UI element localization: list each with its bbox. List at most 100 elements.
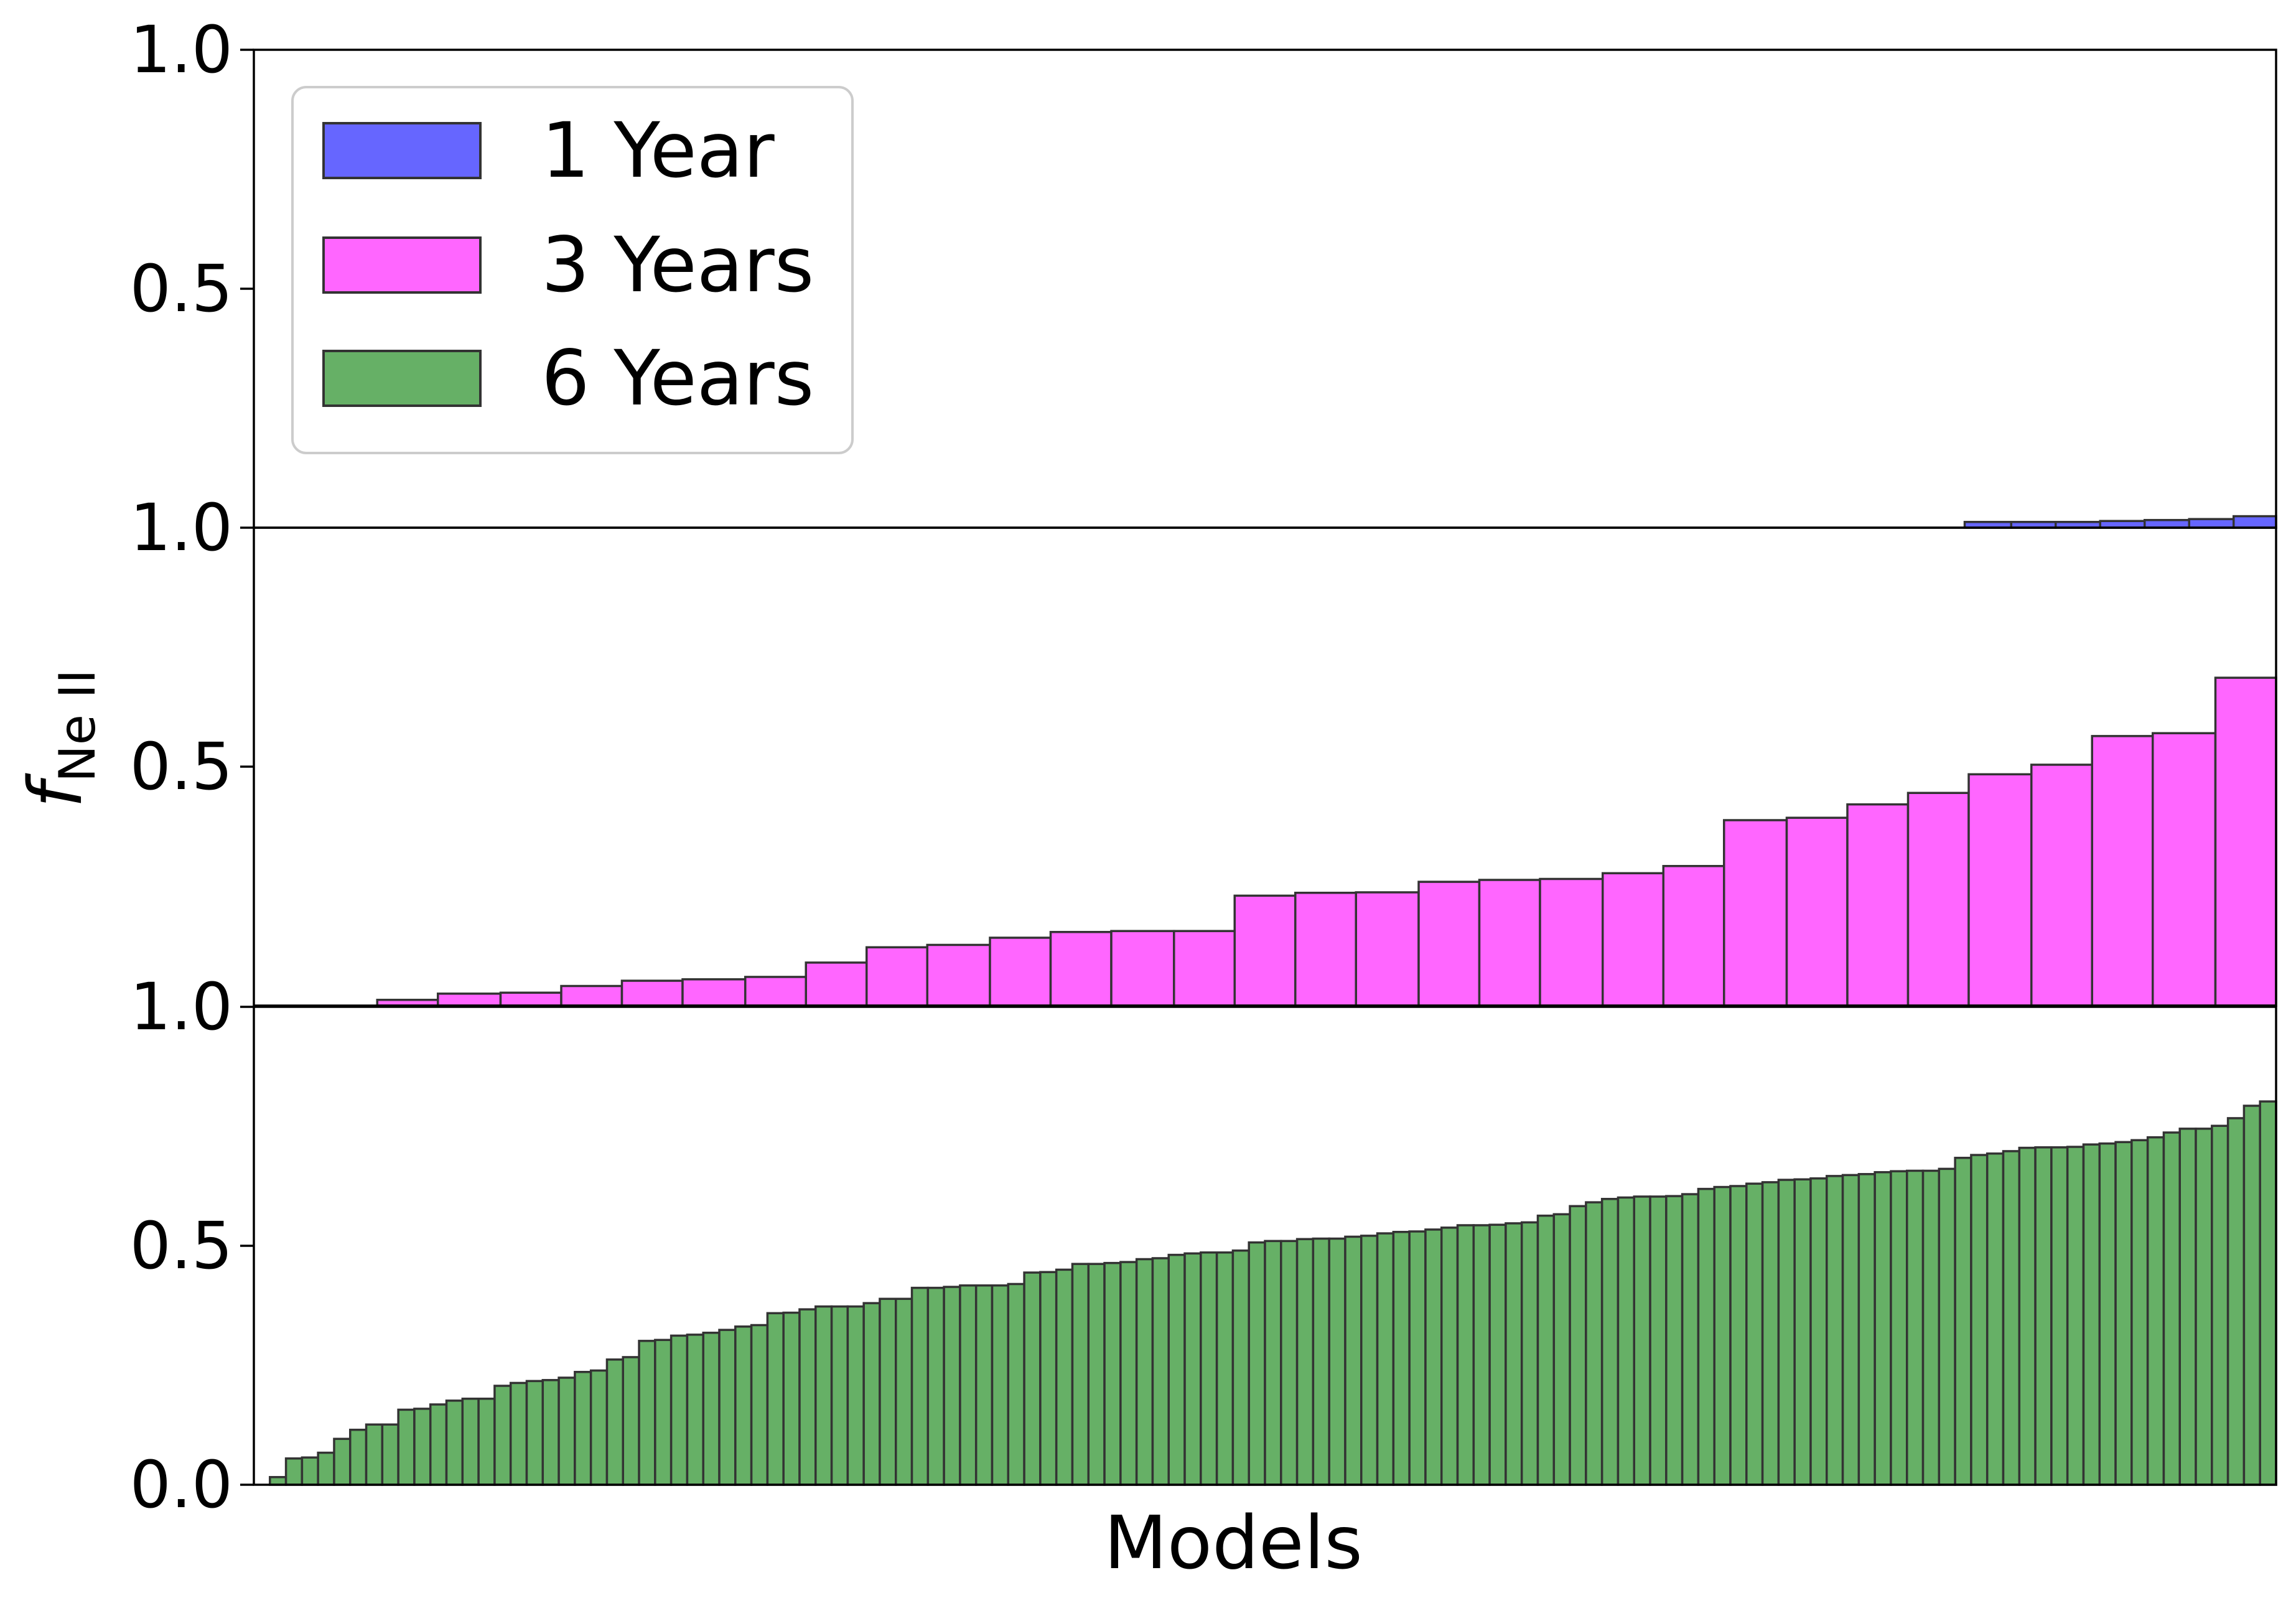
bar-panel-3-40: [895, 1297, 913, 1486]
bar-panel-3-77: [1488, 1223, 1507, 1486]
bar-panel-2-9: [866, 946, 928, 1007]
bar-panel-3-118: [2146, 1136, 2165, 1486]
bar-panel-2-4: [560, 984, 623, 1007]
bar-panel-2-19: [1478, 879, 1541, 1007]
bar-panel-3-65: [1295, 1238, 1315, 1486]
bar-panel-3-67: [1328, 1237, 1346, 1486]
bar-panel-3-26: [670, 1334, 689, 1486]
legend-label-3: 6 Years: [541, 334, 814, 423]
legend-swatch-3: [322, 350, 482, 407]
bar-panel-3-8: [381, 1423, 399, 1486]
bar-panel-3-124: [2242, 1105, 2261, 1486]
bar-panel-3-80: [1536, 1214, 1556, 1486]
chart-panels: 1.0 0.5 1.0 0.5 1.0 0.5 0.0: [130, 12, 2277, 1523]
bar-panel-3-13: [461, 1398, 480, 1486]
bar-panel-2-24: [1785, 816, 1849, 1007]
bar-panel-3-21: [589, 1369, 609, 1486]
bar-panel-3-49: [1039, 1271, 1058, 1486]
legend-swatch-2: [322, 236, 482, 294]
y-tick-label: 1.0: [130, 490, 233, 566]
bar-panel-2-22: [1662, 864, 1725, 1007]
bar-panel-3-3: [301, 1456, 319, 1486]
bar-panel-3-107: [1970, 1154, 1989, 1486]
bar-panel-3-1: [269, 1475, 287, 1486]
bar-panel-3-58: [1183, 1252, 1202, 1486]
legend-label-1: 1 Year: [541, 106, 775, 195]
bar-panel-3-79: [1520, 1221, 1539, 1486]
bar-panel-3-15: [493, 1385, 512, 1486]
bar-panel-3-75: [1456, 1224, 1475, 1486]
bar-panel-2-20: [1539, 877, 1604, 1007]
bar-panel-2-29: [2091, 735, 2154, 1007]
bar-panel-3-23: [622, 1356, 640, 1486]
legend: 1 Year 3 Years 6 Years: [291, 86, 854, 454]
bar-panel-3-38: [862, 1302, 881, 1486]
bar-panel-3-52: [1087, 1263, 1106, 1486]
bar-panel-3-90: [1697, 1187, 1715, 1486]
bar-panel-3-98: [1826, 1175, 1844, 1486]
bar-panel-3-41: [910, 1286, 930, 1486]
bar-panel-3-78: [1505, 1222, 1523, 1486]
y-tick-label: 0.5: [130, 729, 233, 805]
bar-panel-2-11: [989, 937, 1052, 1007]
bar-panel-2-15: [1233, 894, 1297, 1007]
bar-panel-3-16: [509, 1381, 528, 1486]
bar-panel-3-100: [1857, 1173, 1876, 1486]
bar-panel-3-71: [1392, 1230, 1411, 1486]
bar-panel-3-111: [2034, 1146, 2053, 1486]
bar-panel-2-13: [1110, 930, 1175, 1007]
bar-panel-3-64: [1280, 1240, 1299, 1486]
bar-panel-2-8: [805, 961, 868, 1007]
bar-panel-3-43: [943, 1286, 961, 1486]
bar-panel-3-106: [1954, 1156, 1972, 1486]
bar-panel-3-125: [2259, 1100, 2277, 1486]
bar-panel-2-30: [2152, 732, 2217, 1007]
bar-panel-3-68: [1344, 1235, 1363, 1486]
bar-panel-3-57: [1167, 1253, 1186, 1486]
bar-panel-2-2: [437, 993, 502, 1007]
bar-panel-2-21: [1602, 872, 1664, 1007]
bar-panel-3-112: [2050, 1146, 2069, 1486]
y-axis-label: fNe II: [12, 669, 106, 808]
bar-panel-2-17: [1355, 891, 1420, 1007]
bar-panel-3-24: [638, 1340, 656, 1486]
bar-panel-2-10: [926, 943, 991, 1007]
bar-panel-2-26: [1906, 792, 1970, 1007]
bar-panel-3-121: [2195, 1128, 2213, 1486]
bar-panel-3-59: [1200, 1251, 1218, 1486]
bar-panel-3-115: [2098, 1142, 2117, 1486]
bar-panel-3-37: [846, 1305, 865, 1486]
bar-panel-3-39: [879, 1297, 897, 1486]
bar-panel-3-109: [2002, 1150, 2021, 1486]
bar-panel-3-42: [926, 1286, 945, 1486]
bar-panel-2-7: [744, 976, 807, 1007]
bar-panel-3-5: [333, 1437, 352, 1486]
bar-panel-3-105: [1938, 1167, 1956, 1486]
bar-panel-3-116: [2114, 1141, 2133, 1486]
bar-panel-3-120: [2178, 1128, 2197, 1486]
bar-panel-2-5: [620, 979, 684, 1007]
bar-panel-3-47: [1007, 1283, 1025, 1486]
bar-panel-3-11: [429, 1403, 448, 1486]
bar-panel-3-69: [1360, 1235, 1379, 1486]
bar-panel-3-7: [365, 1423, 384, 1486]
bar-panel-3-27: [686, 1334, 704, 1486]
y-tick-label: 0.5: [130, 251, 233, 327]
bar-panel-3-62: [1248, 1241, 1266, 1486]
bar-panel-3-54: [1119, 1261, 1138, 1486]
bar-panel-3-34: [798, 1308, 817, 1486]
bar-panel-3-93: [1745, 1182, 1764, 1486]
bar-panel-2-27: [1967, 773, 2033, 1007]
bar-panel-3-117: [2130, 1139, 2149, 1486]
bar-panel-2-12: [1049, 930, 1113, 1007]
bar-panel-3-29: [718, 1329, 737, 1486]
panel-3: 1.0 0.5 0.0: [130, 969, 2277, 1523]
bar-panel-3-74: [1440, 1227, 1459, 1486]
bar-panel-3-92: [1729, 1185, 1748, 1486]
bar-panel-3-35: [814, 1305, 833, 1486]
bar-panel-3-95: [1777, 1179, 1796, 1486]
bar-panel-3-94: [1761, 1181, 1780, 1486]
bar-panel-3-44: [959, 1284, 978, 1486]
bar-panel-3-88: [1665, 1195, 1684, 1486]
bar-panel-3-28: [702, 1332, 721, 1486]
